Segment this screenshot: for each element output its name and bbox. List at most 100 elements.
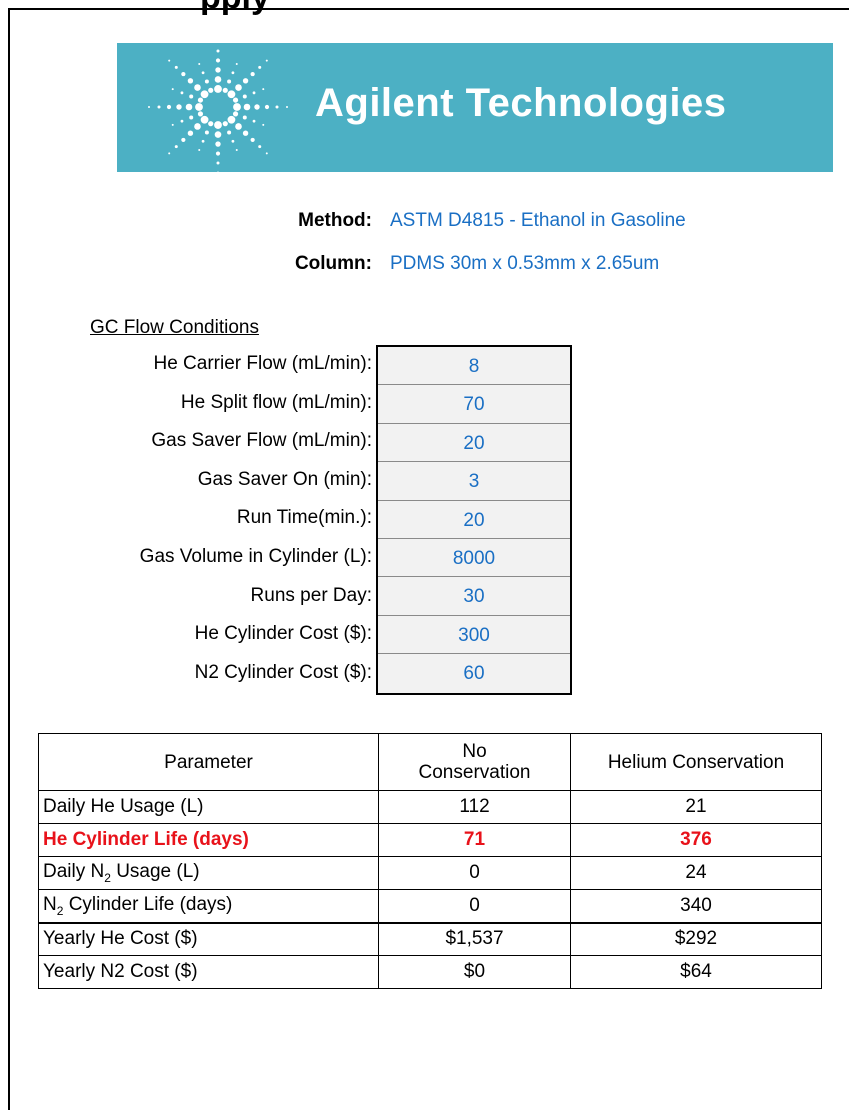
- star-dot: [243, 130, 248, 135]
- method-label: Method:: [0, 210, 372, 232]
- star-dot: [188, 78, 193, 83]
- star-dot: [235, 84, 242, 91]
- value-cell: 376: [571, 824, 822, 857]
- value-cell: $0: [379, 956, 571, 989]
- value-cell: 112: [379, 791, 571, 824]
- condition-label: Runs per Day:: [0, 585, 372, 607]
- star-dot: [243, 94, 247, 98]
- star-dot: [198, 63, 200, 65]
- star-dot: [262, 88, 264, 90]
- star-dot: [233, 97, 238, 102]
- star-dot: [181, 91, 184, 94]
- star-dot: [215, 67, 220, 72]
- logo-banner: Agilent Technologies: [117, 43, 833, 172]
- star-dot: [176, 104, 181, 109]
- label-text: N: [43, 894, 57, 915]
- column-label: Column:: [0, 253, 372, 275]
- row-label: Yearly He Cost ($): [39, 923, 379, 956]
- star-dot: [236, 63, 238, 65]
- star-dot: [266, 152, 268, 154]
- label-text: Yearly N2 Cost ($): [43, 961, 198, 982]
- condition-label: Gas Saver On (min):: [0, 469, 372, 491]
- star-dot: [266, 60, 268, 62]
- row-label: Yearly N2 Cost ($): [39, 956, 379, 989]
- star-dot: [216, 58, 220, 62]
- star-dot: [202, 140, 205, 143]
- label-text: Cylinder Life (days): [63, 894, 232, 915]
- condition-value: 20: [378, 424, 570, 462]
- star-dot: [215, 141, 220, 146]
- star-dot: [189, 94, 193, 98]
- value-cell: 71: [379, 824, 571, 857]
- star-dot: [181, 138, 185, 142]
- star-dot: [244, 104, 251, 111]
- star-dot: [208, 88, 213, 93]
- star-dot: [243, 78, 248, 83]
- row-label: Daily N2 Usage (L): [39, 857, 379, 890]
- condition-label: He Carrier Flow (mL/min):: [0, 353, 372, 375]
- condition-value: 60: [378, 654, 570, 692]
- star-dot: [214, 121, 222, 129]
- star-dot: [158, 106, 161, 109]
- table-row: Yearly He Cost ($)$1,537$292: [39, 923, 822, 956]
- star-dot: [215, 131, 222, 138]
- star-dot: [172, 88, 174, 90]
- condition-value: 8000: [378, 539, 570, 577]
- value-cell: 340: [571, 890, 822, 923]
- logo-star: [117, 43, 317, 172]
- star-dot: [217, 162, 220, 165]
- star-dot: [262, 124, 264, 126]
- star-dot: [201, 116, 209, 124]
- label-text: Daily He Usage (L): [43, 796, 204, 817]
- label-text: He Cylinder Life (days): [43, 829, 249, 850]
- page: {"title":"pply", "logo":"Agilent Technol…: [0, 0, 849, 1024]
- star-dot: [216, 151, 220, 155]
- star-dot: [215, 76, 222, 83]
- star-dot: [236, 149, 238, 151]
- star-dot: [286, 106, 288, 108]
- condition-label: He Cylinder Cost ($):: [0, 623, 372, 645]
- star-dot: [175, 145, 178, 148]
- row-label: Daily He Usage (L): [39, 791, 379, 824]
- label-text: Daily N: [43, 861, 104, 882]
- logo-text: Agilent Technologies: [315, 81, 727, 126]
- value-cell: 0: [379, 857, 571, 890]
- star-dot: [253, 91, 256, 94]
- star-dot: [194, 123, 201, 130]
- label-subscript: 2: [104, 871, 111, 885]
- star-dot: [194, 84, 201, 91]
- condition-label: Run Time(min.):: [0, 507, 372, 529]
- condition-label: Gas Volume in Cylinder (L):: [0, 546, 372, 568]
- star-dot: [228, 90, 236, 98]
- condition-value: 30: [378, 577, 570, 615]
- star-dot: [223, 88, 228, 93]
- condition-value: 20: [378, 501, 570, 539]
- header-cell: Parameter: [39, 734, 379, 791]
- star-dot: [253, 120, 256, 123]
- condition-label: Gas Saver Flow (mL/min):: [0, 430, 372, 452]
- star-dot: [208, 121, 213, 126]
- header-cell: No Conservation: [379, 734, 571, 791]
- star-dot: [227, 130, 231, 134]
- star-dot: [232, 71, 235, 74]
- star-dot: [258, 66, 261, 69]
- column-value: PDMS 30m x 0.53mm x 2.65um: [390, 253, 659, 275]
- star-dot: [175, 66, 178, 69]
- value-cell: $292: [571, 923, 822, 956]
- condition-value: 3: [378, 462, 570, 500]
- condition-value: 300: [378, 616, 570, 654]
- condition-value: 70: [378, 385, 570, 423]
- star-dot: [195, 103, 203, 111]
- row-label: N2 Cylinder Life (days): [39, 890, 379, 923]
- star-dot: [223, 121, 228, 126]
- star-dot: [186, 104, 193, 111]
- header-cell: Helium Conservation: [571, 734, 822, 791]
- condition-value: 8: [378, 347, 570, 385]
- star-dot: [227, 80, 231, 84]
- star-dot: [148, 106, 150, 108]
- star-dot: [217, 49, 220, 52]
